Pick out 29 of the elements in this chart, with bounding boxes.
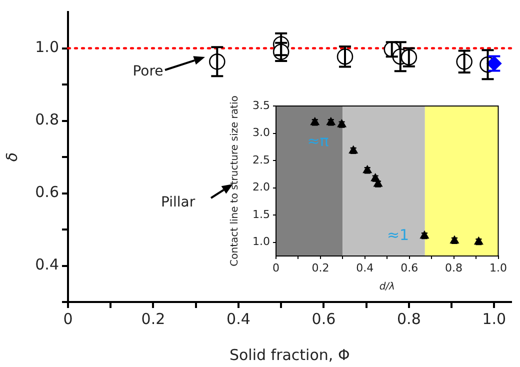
y-tick-label: 1.0 <box>35 38 59 56</box>
y-tick-label: 1.5 <box>252 208 270 221</box>
y-tick-label: 3.5 <box>252 98 270 112</box>
annotation: ≈π <box>307 132 329 150</box>
x-tick-label: 1.0 <box>482 310 506 328</box>
annotation: Pillar <box>160 194 196 211</box>
y-tick-label: 3.0 <box>252 126 270 140</box>
y-axis-title: Contact line to structure size ratio <box>230 96 241 266</box>
y-tick-label: 0.6 <box>35 183 59 202</box>
annotation: ≈1 <box>386 226 410 244</box>
x-tick-label: 0.6 <box>312 310 336 328</box>
x-tick-label: 0.4 <box>226 310 250 328</box>
x-tick-label: 0.2 <box>141 310 166 328</box>
y-tick-label: 0.8 <box>35 110 59 129</box>
x-tick-label: 0 <box>63 310 73 328</box>
y-tick-label: 1.0 <box>252 235 270 248</box>
x-tick-label: 1.0 <box>490 261 508 274</box>
y-tick-label: 2.5 <box>252 153 270 166</box>
x-tick-label: 0.6 <box>400 261 418 274</box>
x-axis-title: Solid fraction, Φ <box>229 346 350 364</box>
x-tick-label: 0.2 <box>312 261 330 274</box>
x-tick-label: 0.4 <box>356 261 374 274</box>
x-tick-label: 0 <box>272 261 280 274</box>
y-axis-title: δ <box>2 152 21 162</box>
y-tick-label: 2.0 <box>252 180 270 194</box>
x-tick-label: 0.8 <box>445 261 463 274</box>
x-axis-title: d/λ <box>379 282 395 293</box>
annotation: Pore <box>132 64 164 80</box>
x-tick-label: 0.8 <box>396 310 421 328</box>
